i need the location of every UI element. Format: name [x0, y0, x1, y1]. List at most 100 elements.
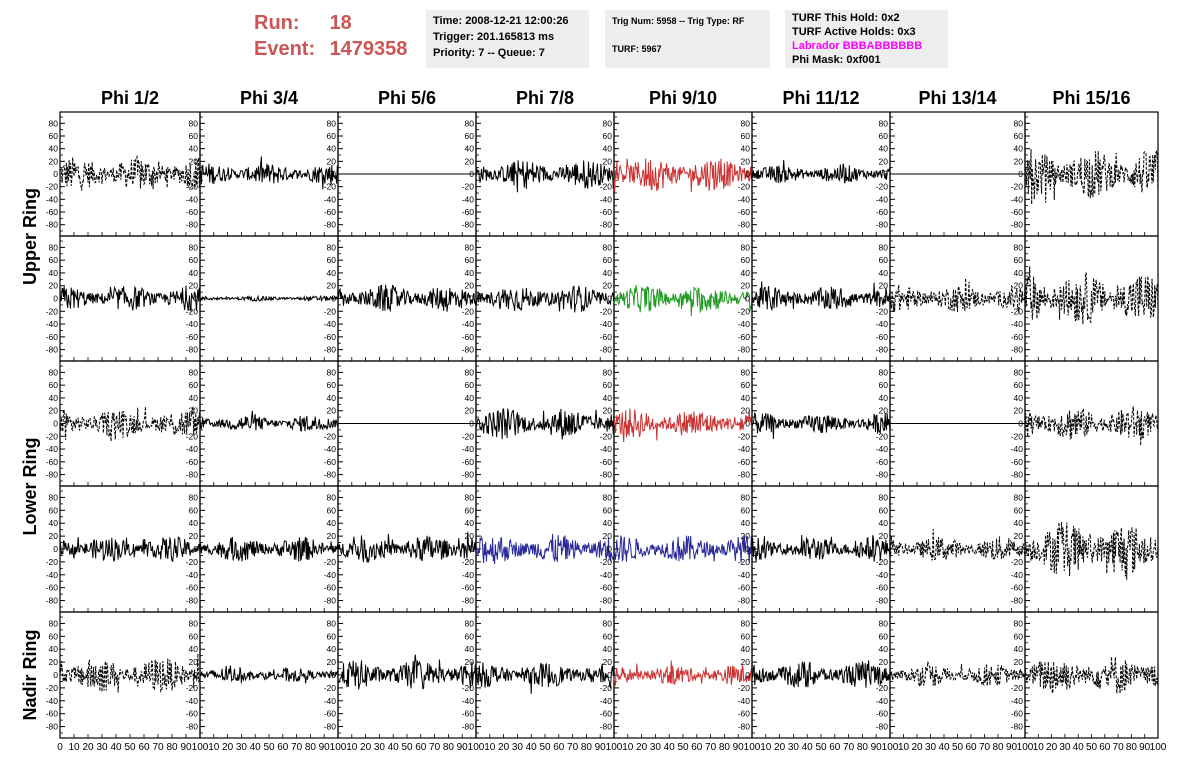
y-tick-label: 0 [883, 169, 888, 179]
y-tick-label: 40 [327, 144, 337, 154]
y-tick-label: 80 [49, 367, 59, 377]
y-tick-label: -20 [738, 306, 751, 316]
y-tick-label: -40 [186, 570, 199, 580]
x-tick-label: 20 [774, 742, 786, 753]
x-tick-label: 20 [498, 742, 510, 753]
y-tick-label: 60 [1014, 631, 1024, 641]
y-tick-label: 40 [327, 393, 337, 403]
y-tick-label: 80 [741, 492, 751, 502]
y-tick-label: -20 [738, 431, 751, 441]
y-tick-label: 40 [879, 144, 889, 154]
y-tick-label: -20 [186, 306, 199, 316]
y-tick-label: 0 [193, 419, 198, 429]
y-tick-label: 80 [465, 242, 475, 252]
y-tick-label: 60 [49, 255, 59, 265]
panel-r4-c3: -80 -60 -40 -20 0 20 40 60 80 [324, 485, 477, 613]
y-tick-label: -40 [324, 444, 337, 454]
y-tick-label: 20 [465, 281, 475, 291]
panel-r4-c6: -80 -60 -40 -20 0 20 40 60 80 [738, 485, 891, 613]
y-tick-label: 80 [465, 367, 475, 377]
y-tick-label: 80 [879, 242, 889, 252]
y-tick-label: -20 [600, 431, 613, 441]
y-tick-label: -20 [186, 683, 199, 693]
y-tick-label: 80 [189, 367, 199, 377]
y-tick-label: -80 [600, 345, 613, 355]
y-tick-label: 80 [1014, 242, 1024, 252]
y-tick-label: 40 [741, 518, 751, 528]
y-tick-label: 80 [1014, 118, 1024, 128]
y-tick-label: -80 [1011, 596, 1024, 606]
y-tick-label: -40 [46, 696, 59, 706]
x-tick-label: 0 [57, 742, 63, 753]
waveform-trace [889, 529, 1026, 561]
y-tick-label: 60 [741, 255, 751, 265]
y-tick-label: 80 [1014, 492, 1024, 502]
panel-r3-c2: -80 -60 -40 -20 0 20 40 60 80 [186, 360, 339, 487]
y-tick-label: 20 [49, 406, 59, 416]
y-tick-label: -40 [738, 319, 751, 329]
event-row: Event: 1479358 [254, 36, 407, 62]
y-tick-label: -80 [46, 722, 59, 732]
waveform-trace [1024, 521, 1159, 580]
column-title-8: Phi 15/16 [1052, 88, 1130, 108]
y-tick-label: 60 [603, 255, 613, 265]
y-tick-label: 60 [879, 131, 889, 141]
column-title-4: Phi 7/8 [516, 88, 574, 108]
run-value: 18 [329, 12, 352, 34]
y-tick-label: 60 [465, 631, 475, 641]
y-tick-label: -40 [186, 444, 199, 454]
y-tick-label: -60 [1011, 583, 1024, 593]
column-title-1: Phi 1/2 [101, 88, 159, 108]
row-group-label-2: Lower Ring [20, 438, 40, 536]
y-tick-label: 20 [189, 281, 199, 291]
y-tick-label: -60 [1011, 207, 1024, 217]
panel-r1-c3: -80 -60 -40 -20 0 20 40 60 80 [324, 111, 477, 237]
y-tick-label: 0 [193, 169, 198, 179]
y-tick-label: 20 [603, 156, 613, 166]
y-tick-label: 80 [189, 242, 199, 252]
y-tick-label: -80 [186, 220, 199, 230]
y-tick-label: 40 [741, 268, 751, 278]
panel-r5-c4: -80 -60 -40 -20 0 20 40 60 80 [462, 611, 615, 739]
panel-frame [1024, 611, 1159, 739]
y-tick-label: 60 [603, 131, 613, 141]
y-tick-label: 80 [189, 492, 199, 502]
x-tick-label: 100 [1017, 742, 1034, 753]
y-tick-label: 60 [327, 505, 337, 515]
x-tick-label: 20 [222, 742, 234, 753]
y-tick-label: -80 [876, 722, 889, 732]
y-tick-label: 0 [607, 670, 612, 680]
y-tick-label: 60 [1014, 380, 1024, 390]
y-tick-label: -60 [876, 583, 889, 593]
y-tick-label: 40 [49, 144, 59, 154]
x-tick-label: 30 [925, 742, 937, 753]
turf-holds-box: TURF This Hold: 0x2 TURF Active Holds: 0… [785, 10, 948, 68]
y-tick-label: 0 [331, 419, 336, 429]
y-tick-label: 60 [327, 631, 337, 641]
y-tick-label: -40 [186, 194, 199, 204]
y-tick-label: 60 [603, 631, 613, 641]
x-tick-label: 30 [512, 742, 524, 753]
y-tick-label: 20 [741, 657, 751, 667]
y-tick-label: -40 [876, 696, 889, 706]
y-tick-label: -80 [876, 345, 889, 355]
y-tick-label: -60 [46, 207, 59, 217]
x-tick-label: 70 [291, 742, 303, 753]
y-tick-label: 0 [745, 294, 750, 304]
y-tick-label: -80 [46, 596, 59, 606]
y-tick-label: 0 [331, 294, 336, 304]
y-tick-label: -40 [324, 319, 337, 329]
y-tick-label: 60 [189, 255, 199, 265]
x-tick-label: 90 [595, 742, 607, 753]
x-tick-label: 80 [1126, 742, 1138, 753]
y-tick-label: 40 [603, 268, 613, 278]
y-tick-label: 80 [189, 618, 199, 628]
panel-r5-c8: -80 -60 -40 -20 0 20 40 60 80 [1011, 611, 1159, 739]
y-tick-label: -80 [324, 722, 337, 732]
y-tick-label: -40 [738, 696, 751, 706]
y-tick-label: 60 [49, 631, 59, 641]
y-tick-label: -60 [738, 709, 751, 719]
y-tick-label: -80 [462, 596, 475, 606]
panel-r4-c2: -80 -60 -40 -20 0 20 40 60 80 [186, 485, 339, 613]
y-tick-label: 60 [741, 380, 751, 390]
